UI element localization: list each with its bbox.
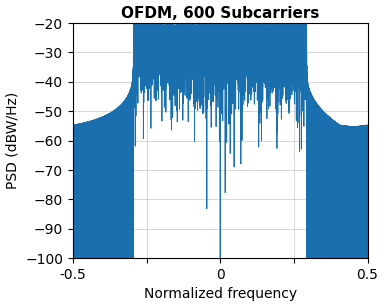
Title: OFDM, 600 Subcarriers: OFDM, 600 Subcarriers — [121, 6, 319, 21]
Y-axis label: PSD (dBW/Hz): PSD (dBW/Hz) — [5, 92, 20, 189]
X-axis label: Normalized frequency: Normalized frequency — [144, 287, 297, 301]
